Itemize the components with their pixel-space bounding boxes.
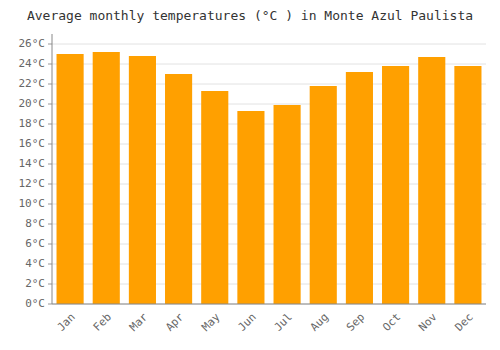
bar [237, 111, 264, 304]
y-tick-label: 22°C [19, 77, 46, 90]
bar [129, 56, 156, 304]
bar [201, 91, 228, 304]
x-axis: Jan Feb Mar Apr May Jun Jul Aug Sep Oct Nov Dec [55, 310, 476, 334]
chart-container: 0°C 2°C 4°C 6°C 8°C 10°C 12°C 14°C 16°C 18°C 20°C 2… [0, 0, 500, 350]
y-tick [48, 284, 52, 285]
chart-svg: 0°C 2°C 4°C 6°C 8°C 10°C 12°C 14°C 16°C 18°C 20°C 2… [0, 0, 500, 350]
bar [93, 52, 120, 304]
y-tick [48, 44, 52, 45]
bars [57, 52, 482, 304]
y-tick-label: 16°C [19, 137, 46, 150]
x-tick-label: Feb [91, 311, 114, 334]
bar [310, 86, 337, 304]
bar [274, 105, 301, 304]
bar [165, 74, 192, 304]
x-tick-label: Jun [235, 311, 258, 334]
x-tick-label: Aug [308, 311, 331, 334]
bar [454, 66, 481, 304]
y-tick [48, 104, 52, 105]
y-tick-label: 10°C [19, 197, 46, 210]
y-tick [48, 224, 52, 225]
grid [52, 44, 486, 304]
y-axis-line [52, 34, 53, 304]
bar [346, 72, 373, 304]
y-tick [48, 84, 52, 85]
y-tick-label: 8°C [25, 217, 45, 230]
y-tick-label: 18°C [19, 117, 46, 130]
y-tick [48, 64, 52, 65]
bar [57, 54, 84, 304]
y-tick-label: 12°C [19, 177, 46, 190]
y-tick-label: 2°C [25, 277, 45, 290]
y-tick [48, 144, 52, 145]
y-tick [48, 124, 52, 125]
y-axis: 0°C 2°C 4°C 6°C 8°C 10°C 12°C 14°C 16°C 18°C 20°C 2… [19, 37, 53, 310]
x-tick-label: Apr [163, 310, 187, 334]
y-tick-label: 26°C [19, 37, 46, 50]
x-tick-label: May [199, 310, 223, 334]
y-tick-label: 14°C [19, 157, 46, 170]
y-tick-label: 6°C [25, 237, 45, 250]
y-tick-label: 4°C [25, 257, 45, 270]
x-axis-line [52, 304, 486, 305]
x-tick-label: Jul [272, 311, 295, 334]
y-tick [48, 264, 52, 265]
y-tick [48, 184, 52, 185]
bar [382, 66, 409, 304]
x-tick-label: Jan [55, 311, 78, 334]
y-tick-label: 24°C [19, 57, 46, 70]
x-tick-label: Oct [380, 311, 403, 334]
y-tick [48, 164, 52, 165]
y-tick [48, 304, 52, 305]
y-tick [48, 244, 52, 245]
bar [418, 57, 445, 304]
page: {"chart_data": {"type": "bar", "title": … [0, 0, 500, 350]
y-tick [48, 204, 52, 205]
y-tick-label: 20°C [19, 97, 46, 110]
x-tick-label: Mar [127, 310, 151, 334]
x-tick-label: Nov [416, 310, 440, 334]
y-tick-label: 0°C [25, 297, 45, 310]
x-tick-label: Sep [344, 311, 367, 334]
grid-line [52, 304, 486, 305]
grid-line [52, 44, 486, 45]
x-tick-label: Dec [452, 311, 475, 334]
title: Average monthly temperatures (°C ) in Mo… [27, 8, 473, 23]
